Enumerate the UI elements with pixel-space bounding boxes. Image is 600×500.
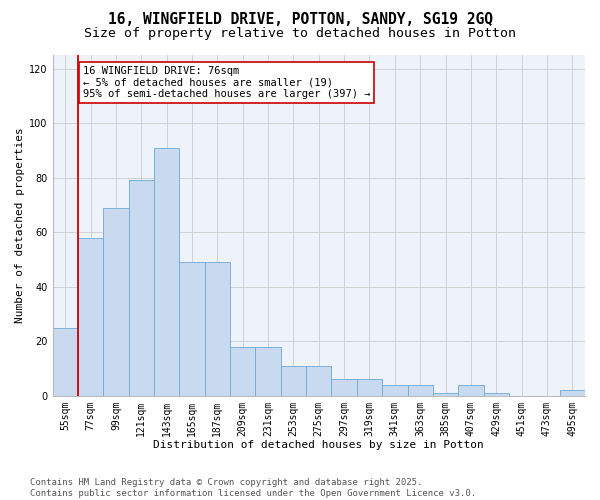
Bar xyxy=(357,380,382,396)
Bar xyxy=(281,366,306,396)
Bar xyxy=(230,346,256,396)
Bar xyxy=(53,328,78,396)
Bar xyxy=(433,393,458,396)
Bar xyxy=(484,393,509,396)
Text: Contains HM Land Registry data © Crown copyright and database right 2025.
Contai: Contains HM Land Registry data © Crown c… xyxy=(30,478,476,498)
Y-axis label: Number of detached properties: Number of detached properties xyxy=(15,128,25,323)
Bar xyxy=(128,180,154,396)
Bar xyxy=(103,208,128,396)
Bar xyxy=(331,380,357,396)
Bar xyxy=(154,148,179,396)
Bar xyxy=(458,385,484,396)
Bar xyxy=(179,262,205,396)
Bar xyxy=(560,390,585,396)
Bar xyxy=(256,346,281,396)
Bar xyxy=(382,385,407,396)
Bar xyxy=(205,262,230,396)
Bar xyxy=(78,238,103,396)
Bar xyxy=(306,366,331,396)
Text: Size of property relative to detached houses in Potton: Size of property relative to detached ho… xyxy=(84,28,516,40)
Text: 16, WINGFIELD DRIVE, POTTON, SANDY, SG19 2GQ: 16, WINGFIELD DRIVE, POTTON, SANDY, SG19… xyxy=(107,12,493,28)
X-axis label: Distribution of detached houses by size in Potton: Distribution of detached houses by size … xyxy=(154,440,484,450)
Text: 16 WINGFIELD DRIVE: 76sqm
← 5% of detached houses are smaller (19)
95% of semi-d: 16 WINGFIELD DRIVE: 76sqm ← 5% of detach… xyxy=(83,66,370,99)
Bar xyxy=(407,385,433,396)
